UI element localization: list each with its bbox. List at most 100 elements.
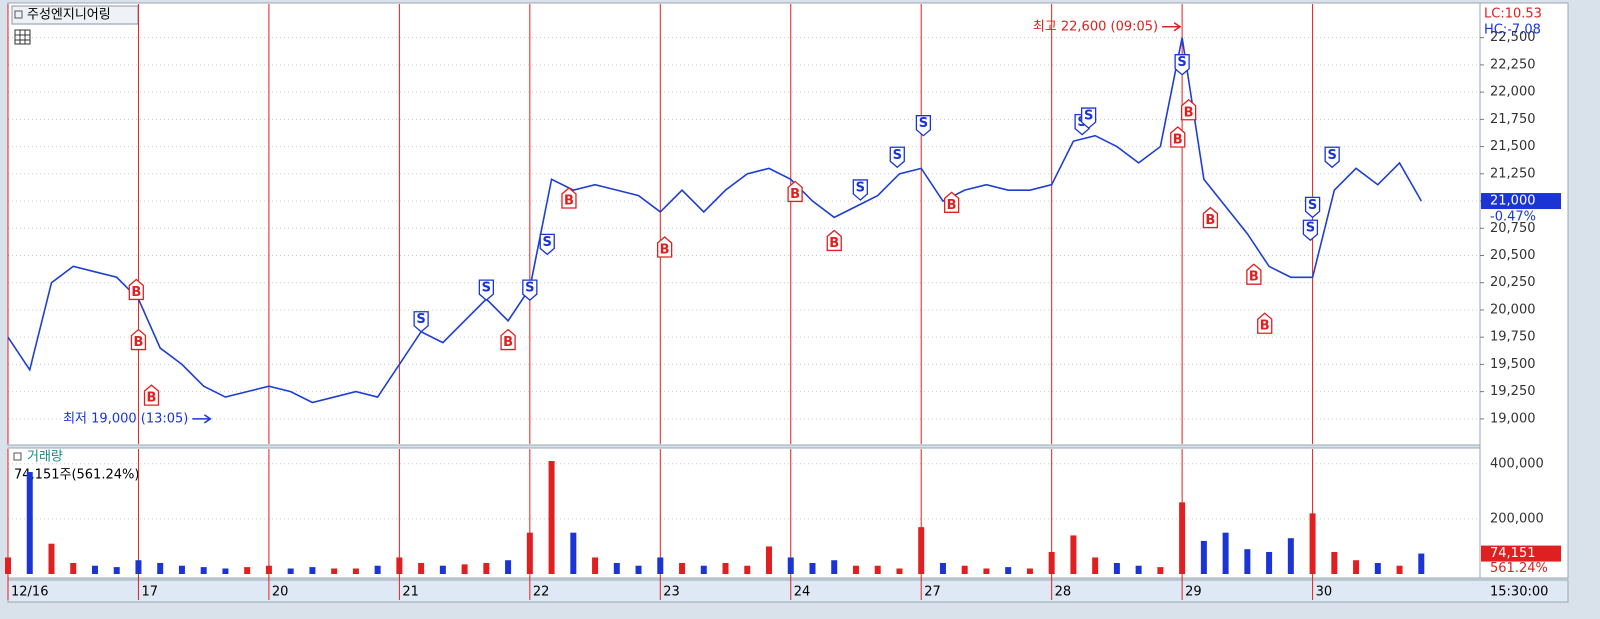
last-price-label: 21,000	[1490, 194, 1536, 209]
table-icon	[14, 29, 31, 45]
buy-signal-label: B	[947, 198, 957, 213]
volume-bar	[461, 564, 468, 574]
volume-bar	[1331, 551, 1338, 574]
volume-bar	[222, 568, 229, 574]
volume-bar	[1309, 513, 1316, 574]
price-panel	[7, 2, 1481, 446]
buy-signal	[826, 229, 842, 252]
buy-signal-label: B	[1173, 132, 1183, 147]
volume-bar	[135, 560, 142, 574]
buy-signal	[143, 384, 160, 406]
volume-bar	[526, 532, 533, 574]
volume-bar	[113, 567, 120, 574]
volume-bar	[1287, 538, 1294, 574]
buy-signal-label: B	[564, 193, 574, 208]
last-volume-box	[1481, 545, 1561, 562]
volume-bar	[1374, 562, 1381, 574]
volume-bar	[5, 557, 11, 574]
volume-bar	[483, 562, 490, 574]
buy-signal-label: B	[1249, 270, 1259, 285]
volume-bar	[26, 472, 33, 574]
chart-title: 주성엔지니어링	[27, 8, 111, 23]
volume-bar	[679, 562, 686, 574]
y-tick-label: 19,250	[1490, 384, 1536, 399]
buy-signal	[943, 191, 960, 213]
sell-signal	[413, 311, 429, 333]
y-tick-label: 400,000	[1490, 456, 1544, 471]
y-tick-label: 19,750	[1490, 330, 1536, 345]
sell-signal-label: S	[416, 312, 425, 327]
annotation-label: 최고 22,600 (09:05)	[1033, 19, 1158, 34]
buy-signal-label: B	[1205, 213, 1215, 228]
annotation-arrow	[192, 414, 212, 424]
volume-bar	[1200, 540, 1207, 574]
x-tick-label: 24	[794, 585, 811, 600]
volume-bar	[505, 560, 512, 574]
buy-signal	[1170, 126, 1186, 148]
volume-bar	[1135, 565, 1142, 574]
sell-signal-label: S	[1177, 55, 1186, 70]
volume-bar	[592, 557, 599, 574]
volume-bar	[157, 562, 164, 574]
time-label: 15:30:00	[1490, 585, 1548, 600]
volume-bar	[700, 565, 707, 574]
annotation-label: 최저 19,000 (13:05)	[63, 411, 188, 426]
volume-bar	[48, 543, 55, 574]
y-tick-label: 22,500	[1490, 30, 1536, 45]
volume-bar	[1092, 557, 1099, 574]
buy-signal	[787, 180, 803, 203]
volume-bar	[418, 562, 425, 574]
volume-bar	[787, 557, 794, 574]
sell-signal-label: S	[1308, 198, 1317, 213]
buy-signal-label: B	[660, 242, 670, 257]
x-tick-label: 27	[924, 585, 941, 600]
volume-bar	[70, 562, 77, 574]
buy-signal-label: B	[133, 335, 143, 350]
x-tick-label: 30	[1316, 585, 1333, 600]
sell-signal	[522, 279, 538, 302]
volume-bar	[635, 565, 642, 574]
volume-bar	[570, 532, 577, 574]
x-tick-label: 23	[663, 585, 680, 600]
volume-bar	[91, 565, 98, 574]
volume-bar	[1353, 560, 1360, 574]
volume-bar	[613, 562, 620, 574]
volume-bar	[852, 565, 859, 574]
volume-bar	[200, 567, 207, 574]
volume-bar	[766, 546, 773, 574]
volume-bar	[744, 565, 751, 574]
volume-panel	[7, 447, 1481, 579]
buy-signal	[128, 278, 144, 301]
hc-label: HC:-7.08	[1484, 23, 1541, 38]
volume-bar	[983, 568, 990, 574]
buy-signal-label: B	[829, 236, 839, 251]
volume-bar	[178, 565, 185, 574]
y-tick-label: 20,750	[1490, 221, 1536, 236]
volume-bar	[244, 567, 251, 574]
buy-signal-label: B	[131, 285, 141, 300]
x-tick-label: 28	[1055, 585, 1072, 600]
title-icon	[14, 10, 23, 19]
buy-signal-label: B	[790, 187, 800, 202]
last-volume-label: 74,151	[1490, 546, 1536, 561]
lc-label: LC:10.53	[1484, 7, 1542, 22]
y-tick-label: 22,000	[1490, 85, 1536, 100]
sell-signal	[539, 233, 555, 256]
buy-signal-label: B	[503, 335, 513, 350]
volume-bar	[874, 565, 881, 574]
x-tick-label: 22	[533, 585, 550, 600]
sell-signal	[1174, 54, 1190, 76]
buy-signal	[561, 187, 577, 209]
volume-bar	[831, 560, 838, 574]
volume-summary: 74,151주(561.24%)	[14, 468, 139, 483]
y-tick-label: 19,500	[1490, 357, 1536, 372]
volume-bar	[265, 565, 272, 574]
volume-bar	[287, 568, 294, 574]
volume-bar	[1026, 568, 1033, 574]
y-tick-label: 19,000	[1490, 411, 1536, 426]
volume-bar	[1113, 562, 1120, 574]
volume-bar	[918, 527, 925, 574]
volume-bar	[1418, 553, 1425, 574]
right-axis	[1479, 2, 1569, 579]
